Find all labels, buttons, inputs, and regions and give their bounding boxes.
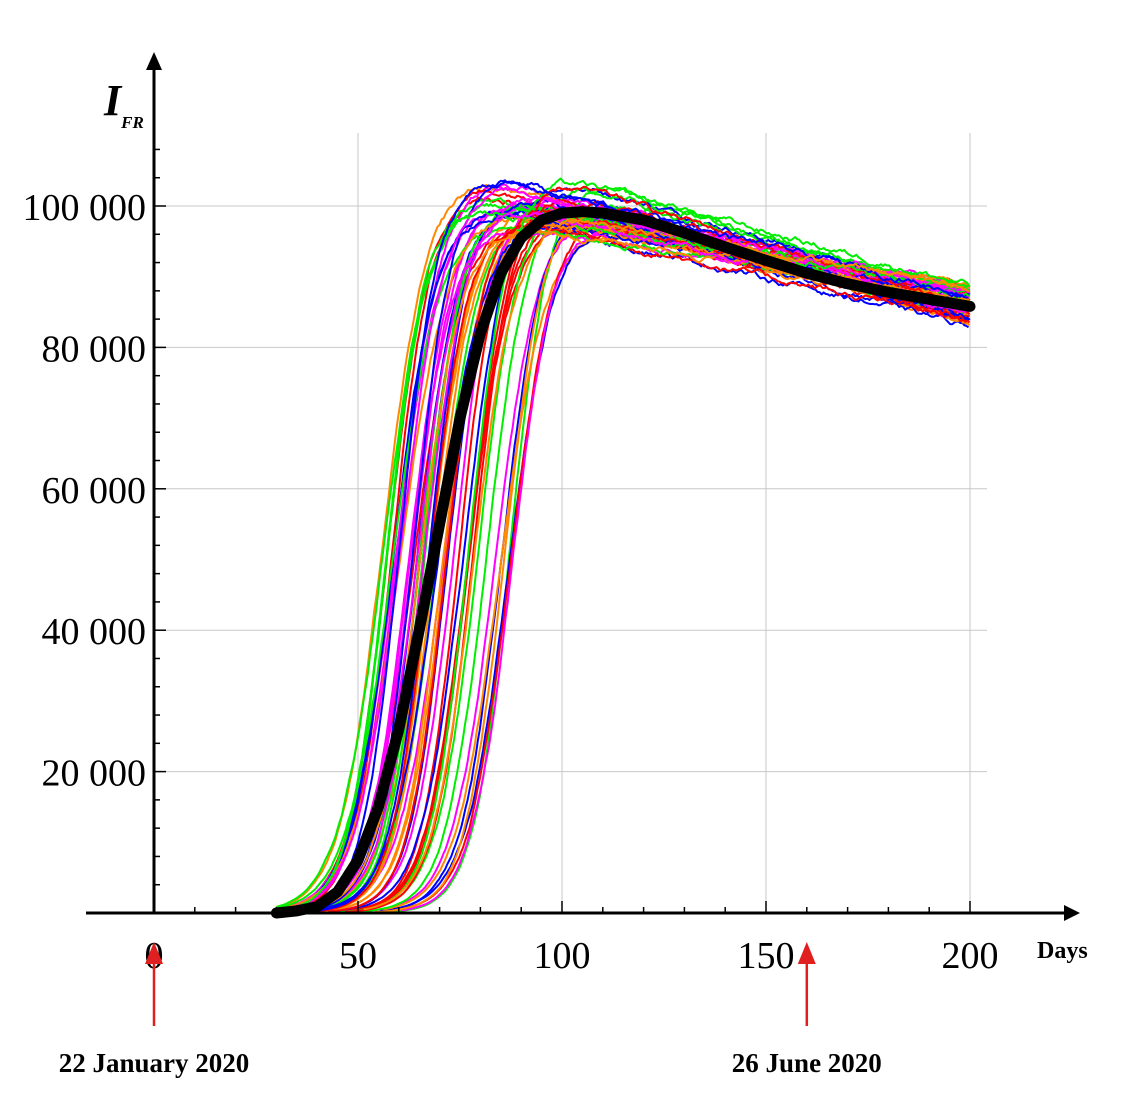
x-tick-label-200: 200 [942, 935, 999, 977]
mean-path [270, 206, 976, 919]
annotation-arrow-head-2 [797, 942, 816, 964]
annotation-arrow-head-1 [145, 942, 163, 964]
ticks [154, 148, 971, 913]
stochastic-path-55 [311, 226, 970, 910]
y-tick-label-100000: 100 000 [23, 187, 147, 229]
x-axis-arrow [1064, 905, 1080, 921]
stochastic-path-41 [346, 199, 970, 913]
stochastic-path-52 [340, 177, 970, 913]
stochastic-path-15 [302, 212, 970, 912]
stochastic-path-13 [309, 204, 969, 911]
annotation-label-2: 26 June 2020 [732, 1048, 882, 1078]
mean-path-group [270, 206, 976, 919]
y-tick-label-80000: 80 000 [42, 328, 147, 370]
x-axis-title: Days [1037, 938, 1088, 964]
axes [86, 52, 1080, 921]
y-axis-arrow [146, 52, 162, 70]
stochastic-path-22 [307, 203, 969, 913]
y-tick-label-60000: 60 000 [42, 470, 147, 512]
annotation-label-1: 22 January 2020 [59, 1048, 250, 1078]
y-tick-label-20000: 20 000 [42, 753, 147, 795]
stochastic-path-5 [307, 229, 969, 913]
annotations: 22 January 2020 26 June 2020 [59, 942, 882, 1078]
y-tick-label-40000: 40 000 [42, 611, 147, 653]
y-axis-title: IFR [103, 76, 144, 132]
x-tick-label-150: 150 [738, 935, 795, 977]
x-tick-label-50: 50 [339, 935, 377, 977]
y-axis-title-main: I [103, 76, 123, 125]
x-tick-label-100: 100 [534, 935, 591, 977]
y-axis-title-sub: FR [120, 113, 144, 132]
stochastic-path-46 [300, 224, 971, 914]
